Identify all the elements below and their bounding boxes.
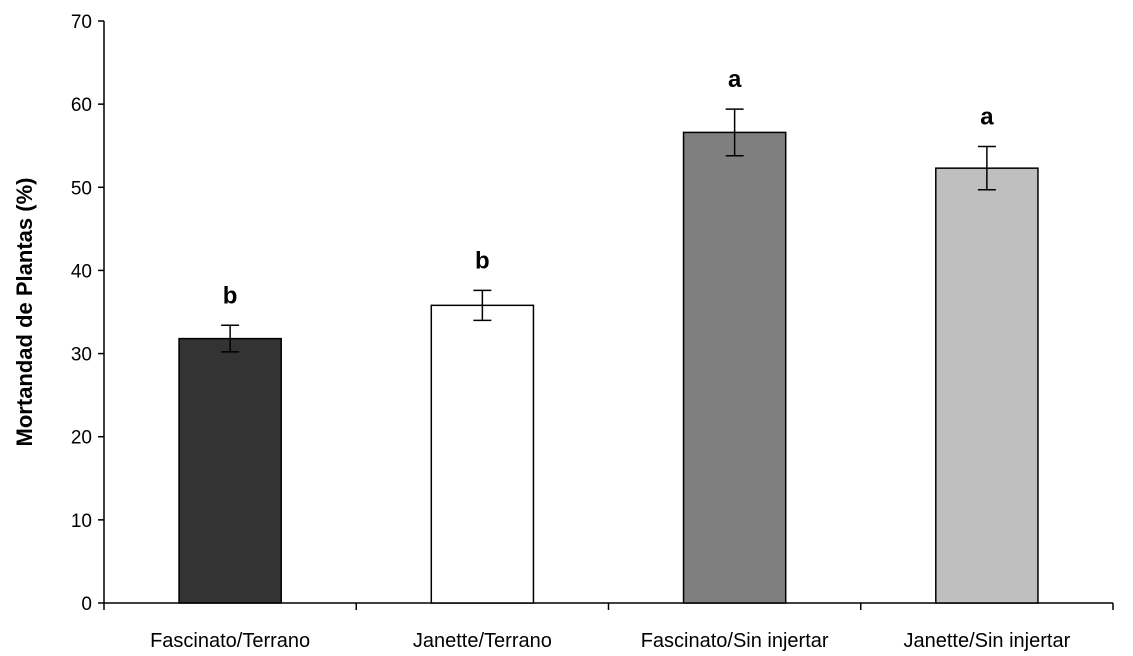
y-tick-label: 10 [71,511,92,532]
x-category-label: Janette/Sin injertar [903,630,1070,652]
bar-4 [935,167,1039,604]
bar-1 [178,337,282,604]
y-tick-label: 30 [71,345,92,366]
significance-letter-1: b [223,282,238,309]
x-category-label: Fascinato/Terrano [150,630,310,652]
x-category-label: Fascinato/Sin injertar [641,630,829,652]
y-tick-label: 0 [81,594,92,615]
y-axis-title: Mortandad de Plantas (%) [12,178,37,447]
significance-letter-4: a [980,104,994,131]
significance-letter-3: a [728,66,742,93]
bars: b b a a [178,66,1039,604]
x-category-label: Janette/Terrano [413,630,552,652]
bar-2 [430,304,535,604]
y-tick-label: 40 [71,261,92,282]
y-axis: 0 10 20 30 40 50 60 70 [71,12,105,615]
y-tick-label: 20 [71,428,92,449]
significance-letter-2: b [475,247,490,274]
y-tick-label: 70 [71,12,92,33]
y-tick-label: 50 [71,178,92,199]
x-axis: Fascinato/Terrano Janette/Terrano Fascinat… [103,602,1114,652]
bar-3 [682,131,787,604]
y-tick-label: 60 [71,95,92,116]
